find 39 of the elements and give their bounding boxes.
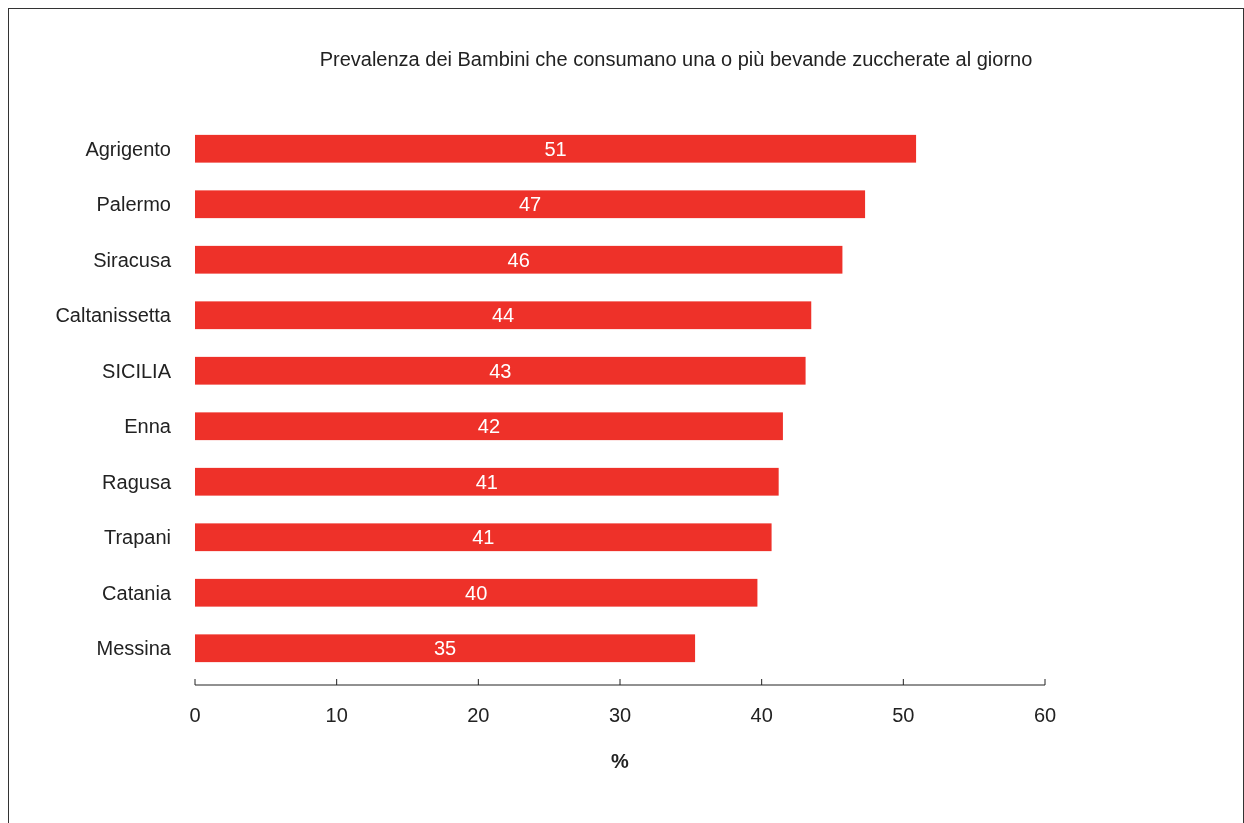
y-tick-label: Caltanissetta xyxy=(55,304,172,327)
bar xyxy=(195,634,696,663)
bar xyxy=(195,245,843,274)
data-label: 41 xyxy=(475,470,498,493)
x-tick-label: 60 xyxy=(1033,704,1057,726)
data-label: 41 xyxy=(472,526,495,549)
y-tick-label: Catania xyxy=(102,581,172,604)
y-tick-label: Messina xyxy=(96,637,172,660)
x-tick-label: 30 xyxy=(608,704,632,726)
data-label: 43 xyxy=(489,359,512,382)
y-tick-label: Palermo xyxy=(96,193,171,216)
x-tick-label: 0 xyxy=(189,704,201,726)
y-tick-label: Ragusa xyxy=(102,470,172,493)
data-label: 35 xyxy=(433,637,457,660)
x-axis-title: % xyxy=(611,750,630,772)
data-label: 42 xyxy=(477,415,501,438)
data-label: 44 xyxy=(492,304,515,327)
bar xyxy=(195,578,758,607)
chart-title: Prevalenza dei Bambini che consumano una o più bevande zuccherate al giorno xyxy=(319,48,1033,70)
data-label: 51 xyxy=(544,137,567,160)
y-tick-label: Agrigento xyxy=(85,137,171,160)
y-tick-label: Siracusa xyxy=(93,248,172,271)
x-tick-label: 50 xyxy=(892,704,915,726)
bar xyxy=(195,301,812,330)
data-label: 40 xyxy=(465,581,488,604)
bar xyxy=(195,467,779,496)
bar xyxy=(195,412,783,441)
data-label: 47 xyxy=(518,193,542,216)
data-label: 46 xyxy=(507,248,530,271)
bar xyxy=(195,134,917,163)
y-tick-label: Trapani xyxy=(103,526,171,549)
bar xyxy=(195,190,866,219)
x-tick-label: 40 xyxy=(750,704,773,726)
bar xyxy=(195,523,772,552)
x-tick-label: 20 xyxy=(467,704,490,726)
bar xyxy=(195,356,806,385)
y-tick-label: Enna xyxy=(124,415,172,438)
x-tick-label: 10 xyxy=(325,704,348,726)
y-tick-label: SICILIA xyxy=(102,359,172,382)
